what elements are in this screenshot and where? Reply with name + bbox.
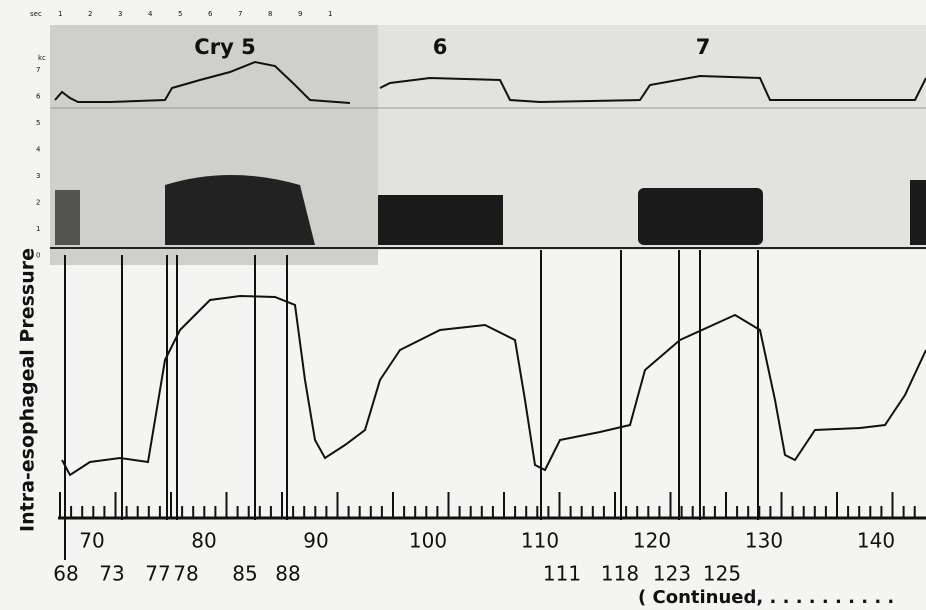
time-unit: sec <box>30 10 42 18</box>
sound-band <box>165 175 315 245</box>
freq-tick-label: 0 <box>36 252 40 260</box>
marker-label: 68 <box>53 562 78 586</box>
sound-band <box>378 195 503 245</box>
marker-label: 85 <box>232 562 257 586</box>
time-tick-label: 9 <box>298 10 302 18</box>
time-tick-label: 6 <box>208 10 213 18</box>
time-tick-label: 5 <box>178 10 182 18</box>
footer: ( Continued, . . . . . . . . . . <box>638 587 894 608</box>
axis-label: 130 <box>745 529 783 553</box>
freq-tick-label: 5 <box>36 119 40 127</box>
axis-label: 70 <box>79 529 104 553</box>
marker-label: 125 <box>703 562 741 586</box>
contour <box>54 60 351 104</box>
time-tick-label: 8 <box>268 10 272 18</box>
marker-label: 118 <box>601 562 639 586</box>
axis-label: 120 <box>633 529 671 553</box>
time-tick-label: 7 <box>238 10 242 18</box>
marker-label: 88 <box>275 562 300 586</box>
time-tick-label: 1 <box>58 10 62 18</box>
freq-tick-label: 1 <box>36 225 40 233</box>
time-tick-label: 4 <box>148 10 153 18</box>
time-tick-label: 1 <box>328 10 332 18</box>
marker-label: 123 <box>653 562 691 586</box>
freq-tick-label: 6 <box>36 93 41 101</box>
freq-tick-label: 4 <box>36 146 41 154</box>
sound-band <box>55 190 80 245</box>
freq-tick-label: 3 <box>36 172 40 180</box>
freq-tick-label: 7 <box>36 66 40 74</box>
axis-label: 90 <box>303 529 328 553</box>
sound-band <box>638 188 763 245</box>
y-axis-label: Intra-esophageal Pressure <box>17 248 39 532</box>
axis-label: 100 <box>409 529 447 553</box>
cry-label: 6 <box>433 35 448 59</box>
freq-tick-label: 2 <box>36 199 40 207</box>
cry-label: Cry 5 <box>194 35 255 59</box>
marker-label: 78 <box>173 562 198 586</box>
marker-label: 111 <box>543 562 581 586</box>
cry-label: 7 <box>696 35 711 59</box>
freq-unit: kc <box>38 54 46 62</box>
sound-band <box>910 180 926 245</box>
pressure-curve <box>61 294 926 477</box>
marker-label: 77 <box>145 562 170 586</box>
markers <box>64 250 759 560</box>
time-tick-label: 3 <box>118 10 122 18</box>
axis-label: 80 <box>191 529 216 553</box>
marker-label: 73 <box>99 562 124 586</box>
spectrogram: sec 1 2 3 4 5 6 7 8 9 1 kc 7 6 5 4 3 2 1 0 Cry 5 6 7 <box>30 10 926 265</box>
axis-label: 110 <box>521 529 559 553</box>
contour <box>379 74 926 104</box>
axis-label: 140 <box>857 529 895 553</box>
marker-labels: 68 73 77 78 85 88 111 118 123 125 <box>53 562 741 586</box>
time-tick-label: 2 <box>88 10 92 18</box>
